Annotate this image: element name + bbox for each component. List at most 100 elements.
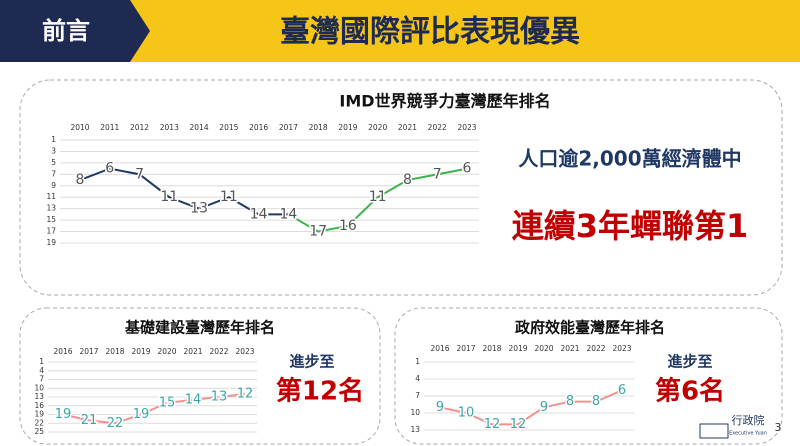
annotation: 連續3年蟬聯第1 — [512, 207, 749, 245]
x-tick-label: 2016 — [53, 347, 72, 356]
x-tick-label: 2019 — [508, 344, 527, 353]
slide-title: 臺灣國際評比表現優異 — [280, 15, 580, 50]
x-tick-label: 2023 — [235, 347, 254, 356]
page-number: 3 — [775, 421, 782, 434]
y-tick-label: 11 — [46, 192, 56, 201]
x-tick-label: 2020 — [368, 123, 387, 132]
data-label: 8 — [566, 394, 574, 409]
x-tick-label: 2022 — [586, 344, 605, 353]
y-tick-label: 13 — [410, 425, 420, 434]
data-label: 12 — [237, 387, 254, 402]
x-tick-label: 2023 — [612, 344, 631, 353]
y-tick-label: 17 — [46, 227, 56, 236]
x-tick-label: 2021 — [560, 344, 579, 353]
panel — [19, 307, 381, 445]
logo-sub: Executive Yuan — [729, 431, 767, 437]
x-tick-label: 2019 — [338, 123, 357, 132]
y-tick-label: 5 — [51, 158, 56, 167]
x-tick-label: 2023 — [457, 123, 476, 132]
chart-title: 基礎建設臺灣歷年排名 — [124, 319, 275, 337]
data-label: 8 — [403, 172, 412, 188]
y-tick-label: 22 — [34, 418, 44, 427]
x-tick-label: 2017 — [279, 123, 298, 132]
panel — [19, 79, 783, 296]
data-label: 12 — [484, 417, 501, 432]
x-tick-label: 2021 — [183, 347, 202, 356]
y-tick-label: 9 — [51, 181, 56, 190]
annotation: 進步至 — [667, 353, 712, 371]
x-tick-label: 2018 — [309, 123, 328, 132]
y-tick-label: 19 — [46, 238, 56, 247]
data-label: 6 — [105, 161, 114, 177]
annotation: 進步至 — [289, 353, 334, 371]
data-label: 8 — [592, 394, 600, 409]
logo: 行政院 Executive Yuan 3 — [699, 413, 782, 439]
y-tick-label: 16 — [34, 401, 44, 410]
y-tick-label: 7 — [51, 169, 56, 178]
data-label: 22 — [107, 416, 124, 431]
data-label: 7 — [433, 166, 442, 182]
x-tick-label: 2019 — [131, 347, 150, 356]
x-tick-label: 2020 — [157, 347, 176, 356]
data-label: 6 — [618, 383, 626, 398]
x-tick-label: 2017 — [79, 347, 98, 356]
data-label: 11 — [220, 189, 238, 205]
y-tick-label: 15 — [46, 215, 56, 224]
x-tick-label: 2021 — [398, 123, 417, 132]
data-label: 6 — [463, 161, 472, 177]
x-tick-label: 2012 — [130, 123, 149, 132]
data-label: 19 — [133, 407, 150, 422]
series-line — [62, 393, 246, 425]
data-label: 13 — [211, 390, 228, 405]
x-tick-label: 2022 — [209, 347, 228, 356]
data-label: 17 — [309, 224, 327, 240]
annotation: 第6名 — [655, 376, 725, 407]
data-label: 12 — [510, 417, 527, 432]
series-line — [79, 167, 289, 216]
data-label: 16 — [339, 218, 357, 234]
data-label: 8 — [76, 172, 85, 188]
x-tick-label: 2015 — [219, 123, 238, 132]
data-label: 9 — [436, 400, 444, 415]
y-tick-label: 7 — [415, 391, 420, 400]
y-tick-label: 25 — [34, 427, 44, 436]
x-tick-label: 2018 — [482, 344, 501, 353]
y-tick-label: 19 — [34, 410, 44, 419]
y-tick-label: 4 — [39, 366, 44, 375]
y-tick-label: 1 — [415, 357, 420, 366]
y-tick-label: 3 — [51, 146, 56, 155]
y-tick-label: 7 — [39, 375, 44, 384]
x-tick-label: 2011 — [100, 123, 119, 132]
data-label: 10 — [458, 406, 475, 421]
chart-title: 政府效能臺灣歷年排名 — [515, 319, 665, 337]
data-label: 21 — [81, 413, 98, 428]
series-line — [439, 389, 623, 426]
x-tick-label: 2016 — [249, 123, 268, 132]
data-label: 14 — [279, 206, 297, 222]
data-label: 11 — [369, 189, 387, 205]
x-tick-label: 2017 — [456, 344, 475, 353]
data-label: 14 — [250, 206, 268, 222]
data-label: 14 — [185, 392, 202, 407]
data-label: 15 — [159, 395, 176, 410]
logo-icon — [699, 423, 729, 439]
x-tick-label: 2022 — [428, 123, 447, 132]
annotation: 第12名 — [276, 376, 364, 407]
annotation: 人口逾2,000萬經濟體中 — [518, 147, 741, 171]
data-label: 7 — [135, 166, 144, 182]
x-tick-label: 2020 — [534, 344, 553, 353]
y-tick-label: 13 — [34, 392, 44, 401]
y-tick-label: 10 — [34, 383, 44, 392]
y-tick-label: 4 — [415, 374, 420, 383]
y-tick-label: 10 — [410, 408, 420, 417]
panel — [394, 307, 783, 445]
data-label: 13 — [190, 201, 208, 217]
x-tick-label: 2018 — [105, 347, 124, 356]
y-tick-label: 1 — [39, 357, 44, 366]
data-label: 9 — [540, 400, 548, 415]
data-label: 11 — [160, 189, 178, 205]
x-tick-label: 2010 — [70, 123, 89, 132]
logo-text: 行政院 — [732, 413, 765, 427]
